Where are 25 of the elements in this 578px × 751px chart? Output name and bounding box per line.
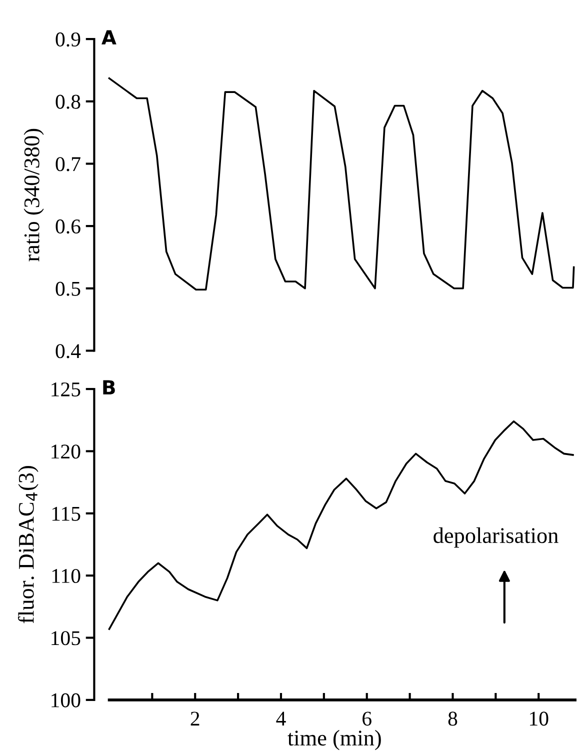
line-series (108, 77, 575, 291)
x-tick-label: 10 (530, 712, 548, 726)
x-tick-label: 6 (362, 712, 372, 726)
y-tick-label: 0.8 (56, 94, 80, 109)
y-tick-label: 120 (52, 444, 80, 459)
y-tick-label: 0.6 (56, 219, 80, 234)
y-tick-label: 0.5 (56, 282, 80, 296)
y-tick-label: 0.4 (56, 344, 81, 358)
x-axis-title: time (min) (288, 730, 381, 750)
y-tick-label: 100 (52, 693, 80, 708)
y-axis-title: fluor. DiBAC$_{4}$(3) (18, 466, 38, 624)
y-axis-title: ratio (340/380) (24, 128, 44, 262)
x-tick-label: 2 (190, 712, 200, 726)
y-tick-label: 125 (52, 382, 80, 396)
y-tick-label: 115 (52, 506, 80, 521)
y-tick-label: 0.9 (56, 32, 80, 47)
y-tick-label: 105 (52, 631, 80, 646)
y-tick-label: 110 (52, 568, 80, 583)
line-series (108, 420, 574, 630)
chart-title: A (102, 30, 116, 44)
x-tick-label: 8 (448, 712, 458, 726)
annotation: depolarisation (434, 527, 558, 548)
x-tick-label: 4 (276, 712, 286, 726)
y-tick-label: 0.7 (56, 157, 80, 172)
chart-title: B (103, 380, 115, 394)
